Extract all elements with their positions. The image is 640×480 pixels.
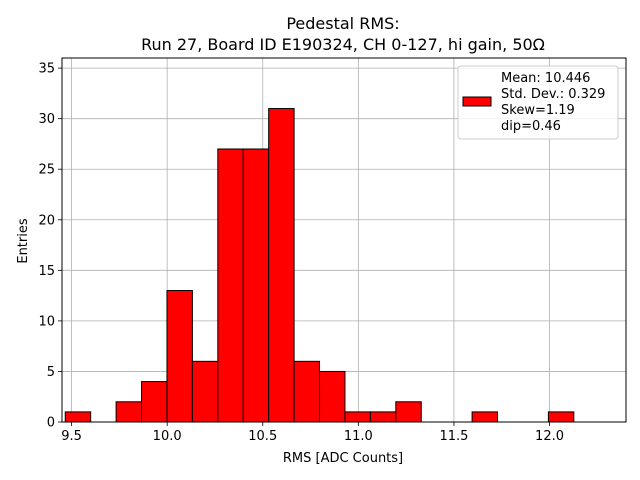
y-tick-label: 35 [38,62,55,77]
legend-box [457,65,619,140]
x-tick-label: 10.5 [248,429,277,444]
histogram-bars [64,108,575,423]
histogram-bar [217,148,244,423]
histogram-bar [395,401,422,423]
histogram-bar [115,401,143,423]
chart-title-line2: Run 27, Board ID E190324, CH 0-127, hi g… [141,35,545,54]
legend-line-mean: Mean: 10.446 [501,71,590,86]
x-tick-label: 10.0 [153,429,182,444]
histogram-bar [369,411,397,423]
histogram-bar [242,148,270,423]
axes-frame [61,57,627,423]
x-tick-label: 11.0 [344,429,373,444]
histogram-bar [166,290,193,423]
histogram-bar [471,411,499,423]
y-tick-label: 5 [47,365,55,380]
legend-swatch [462,96,492,107]
y-tick-label: 25 [38,163,55,178]
histogram-bar [547,411,575,423]
chart-title-line1: Pedestal RMS: [286,14,399,33]
histogram-bar [64,411,92,423]
histogram-bar [268,108,295,423]
legend-line-dip: dip=0.46 [501,119,561,134]
legend-line-std: Std. Dev.: 0.329 [501,87,605,102]
histogram-bar [293,360,321,423]
y-tick-label: 15 [38,264,55,279]
y-tick-label: 20 [38,213,55,228]
histogram-bar [319,370,346,423]
legend: Mean: 10.446 Std. Dev.: 0.329 Skew=1.19 … [457,65,619,140]
legend-line-skew: Skew=1.19 [501,103,575,118]
y-tick-label: 10 [38,314,55,329]
y-axis-label: Entries [16,218,31,264]
x-tick-label: 9.5 [61,429,82,444]
histogram-bar [344,411,371,423]
x-tick-label: 12.0 [535,429,564,444]
axis-ticks: 9.5 10.0 10.5 11.0 11.5 12.0 0 5 10 15 20 25 30 35 [38,62,564,444]
y-tick-label: 30 [38,112,55,127]
y-tick-label: 0 [47,416,55,431]
x-axis-label: RMS [ADC Counts] [283,451,403,466]
x-tick-label: 11.5 [439,429,468,444]
histogram-bar [141,381,168,423]
histogram-bar [191,360,219,423]
